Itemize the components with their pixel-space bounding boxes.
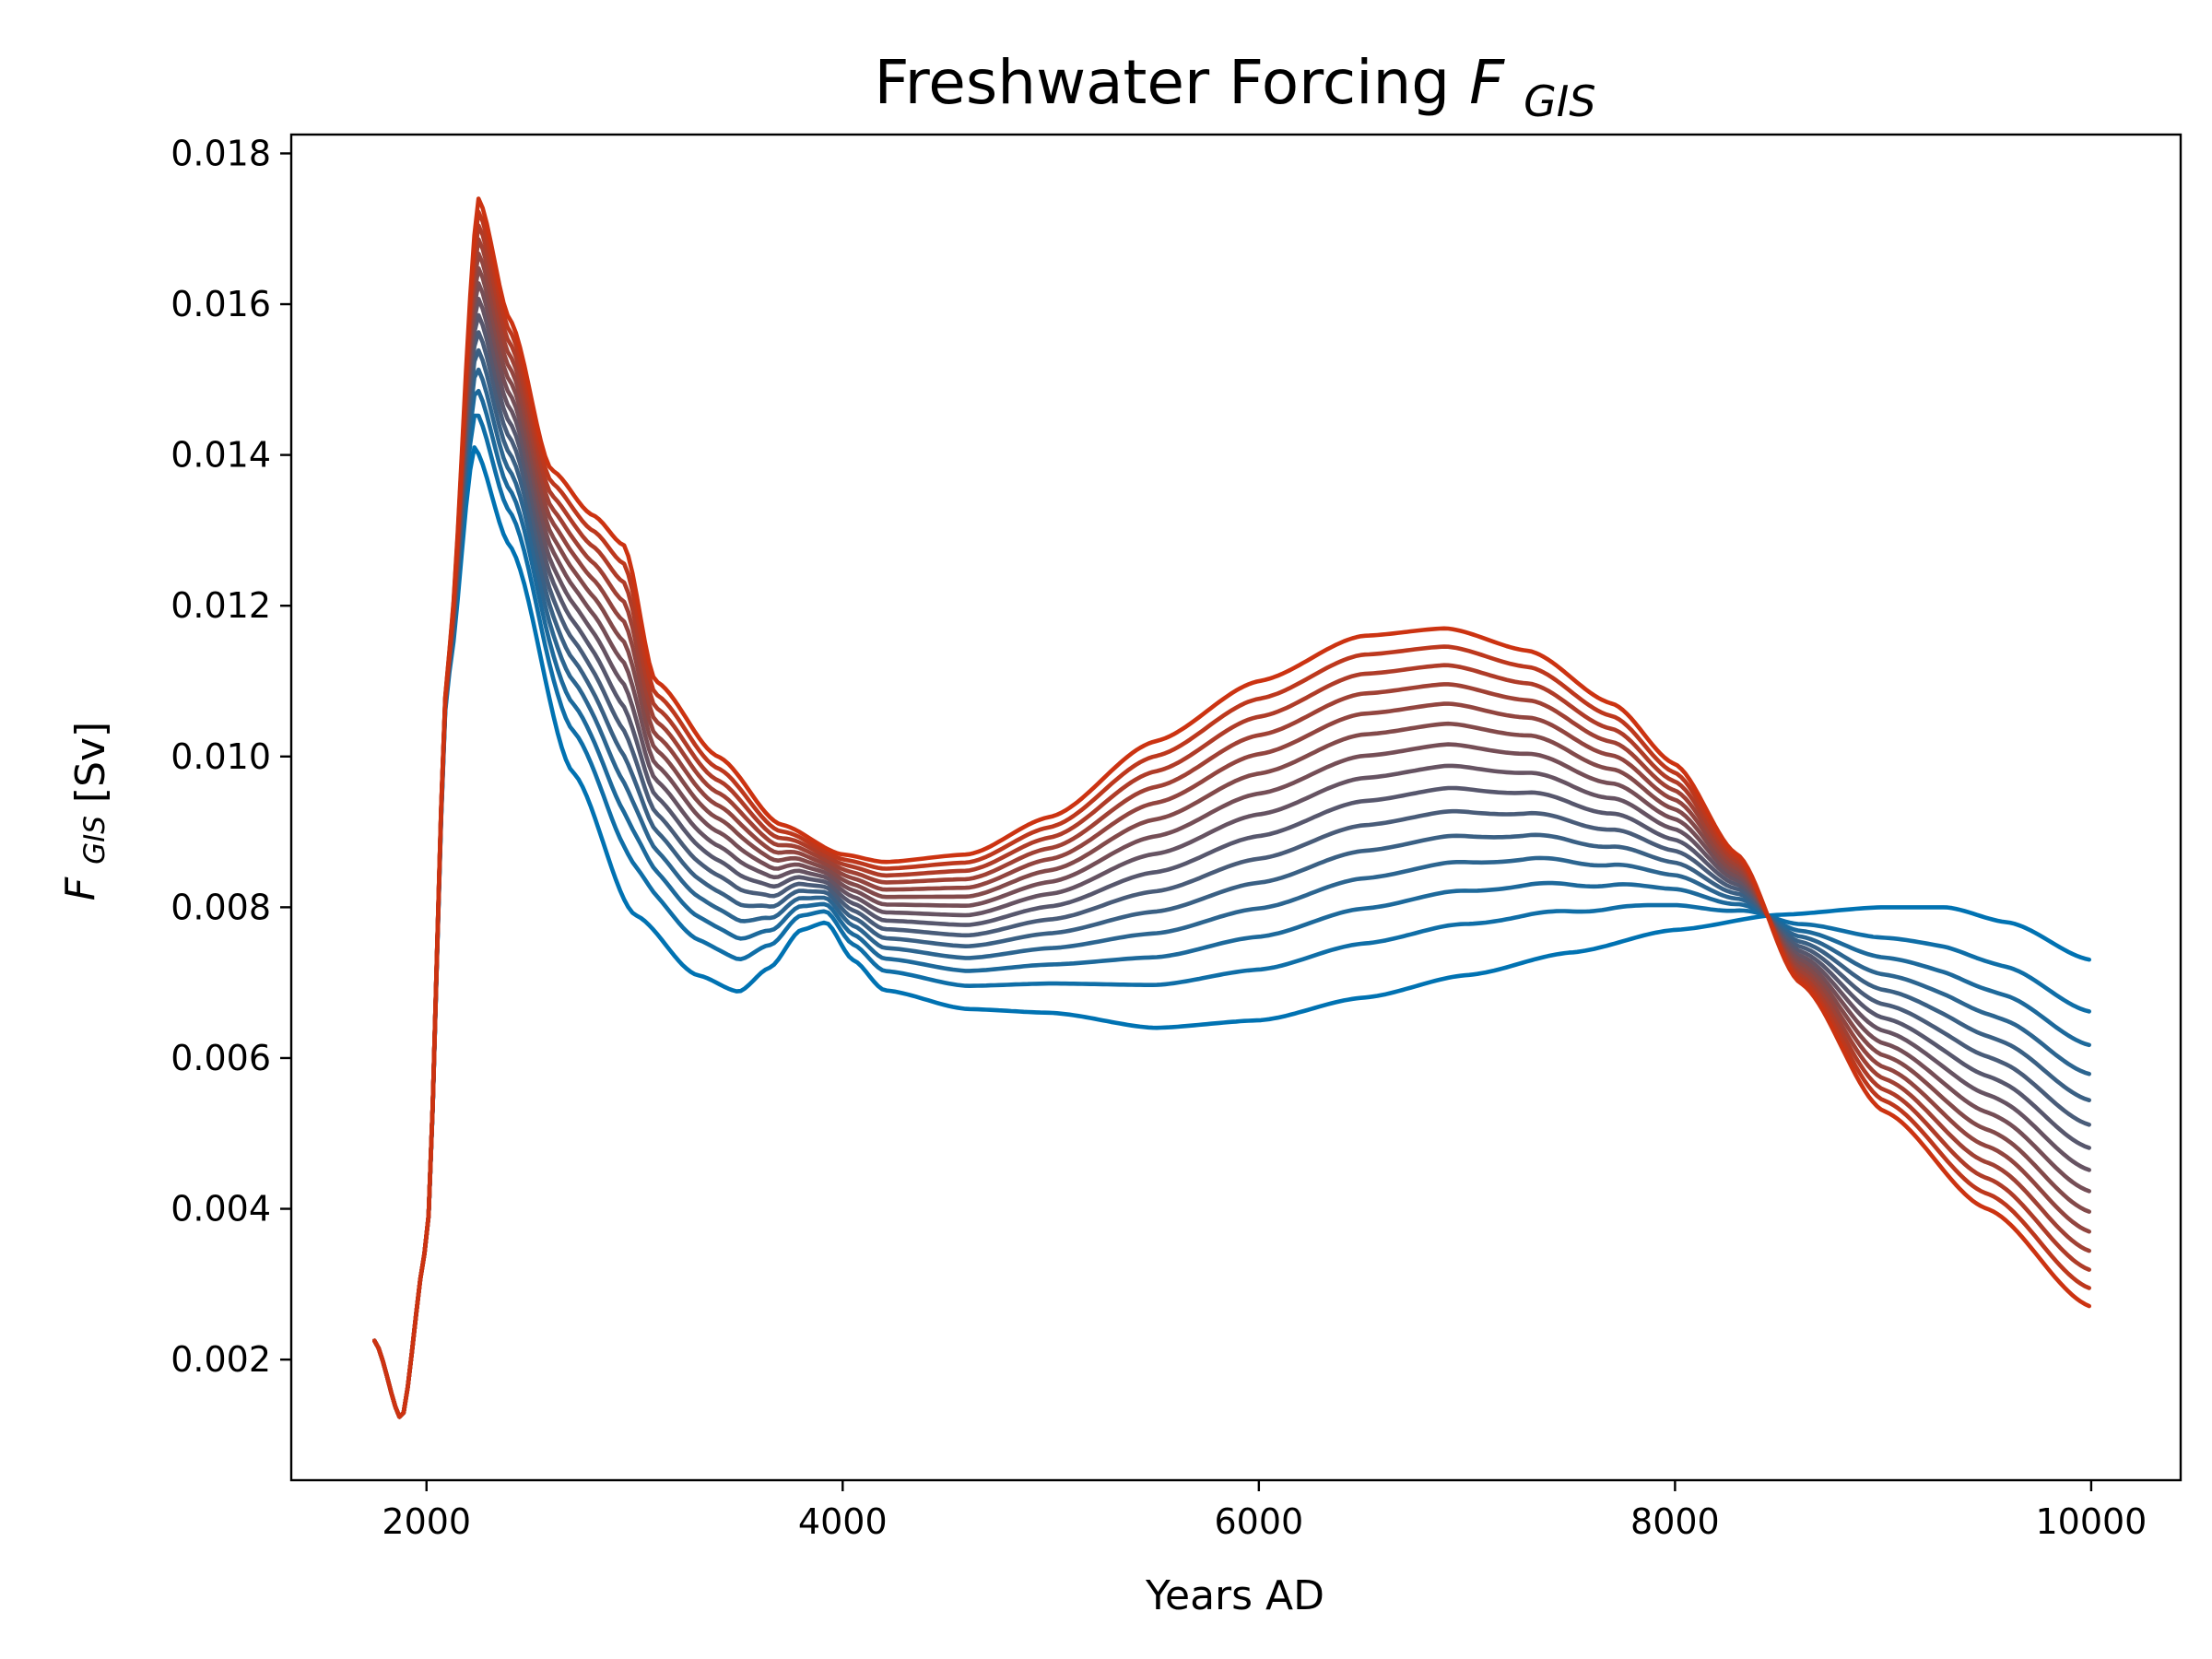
ensemble-line-15 bbox=[372, 196, 2091, 1419]
ensemble-line-11 bbox=[372, 251, 2091, 1419]
ensemble-line-4 bbox=[372, 367, 2091, 1419]
chart-title-text: Freshwater Forcing bbox=[874, 47, 1450, 118]
plot-frame bbox=[289, 133, 2183, 1482]
x-tick-label: 6000 bbox=[1214, 1501, 1303, 1542]
y-tick-label: 0.016 bbox=[171, 284, 271, 324]
y-axis: 0.002 0.004 0.006 0.008 0.010 0.012 0.014 0.016… bbox=[171, 133, 291, 1380]
x-axis-label: Years AD bbox=[1145, 1572, 1324, 1619]
x-tick-label: 8000 bbox=[1630, 1501, 1720, 1542]
ensemble-line-7 bbox=[372, 312, 2091, 1419]
y-tick-label: 0.006 bbox=[171, 1038, 271, 1078]
y-tick-label: 0.018 bbox=[171, 133, 271, 173]
ensemble-line-10 bbox=[372, 265, 2091, 1419]
chart-title-subscript: GIS bbox=[1524, 76, 1595, 126]
y-axis-label-unit: [Sv] bbox=[67, 722, 114, 803]
chart-title: Freshwater Forcing F GIS bbox=[874, 47, 1595, 126]
y-tick-label: 0.008 bbox=[171, 887, 271, 927]
ensemble-line-13 bbox=[372, 223, 2091, 1419]
x-axis: 2000 4000 6000 8000 10000 bbox=[382, 1480, 2147, 1542]
plot-lines bbox=[372, 196, 2091, 1419]
y-tick-label: 0.002 bbox=[171, 1339, 271, 1380]
ensemble-line-9 bbox=[372, 281, 2091, 1419]
x-tick-label: 4000 bbox=[798, 1501, 888, 1542]
ensemble-line-5 bbox=[372, 347, 2091, 1419]
y-tick-label: 0.014 bbox=[171, 435, 271, 476]
y-tick-label: 0.010 bbox=[171, 736, 271, 777]
ensemble-line-14 bbox=[372, 209, 2091, 1419]
ensemble-line-6 bbox=[372, 330, 2091, 1419]
y-tick-label: 0.004 bbox=[171, 1189, 271, 1230]
ensemble-line-12 bbox=[372, 237, 2091, 1419]
y-tick-label: 0.012 bbox=[171, 585, 271, 626]
chart-title-symbol: F bbox=[1469, 47, 1505, 118]
x-tick-label: 2000 bbox=[382, 1501, 471, 1542]
ensemble-line-1 bbox=[372, 445, 2091, 1419]
ensemble-line-8 bbox=[372, 297, 2091, 1419]
ensemble-line-2 bbox=[372, 413, 2091, 1419]
y-axis-label: F GIS [Sv] bbox=[57, 722, 114, 900]
y-axis-label-subscript: GIS bbox=[78, 816, 112, 865]
x-tick-label: 10000 bbox=[2035, 1501, 2147, 1542]
y-axis-label-symbol: F bbox=[57, 877, 104, 900]
ensemble-line-3 bbox=[372, 388, 2091, 1419]
